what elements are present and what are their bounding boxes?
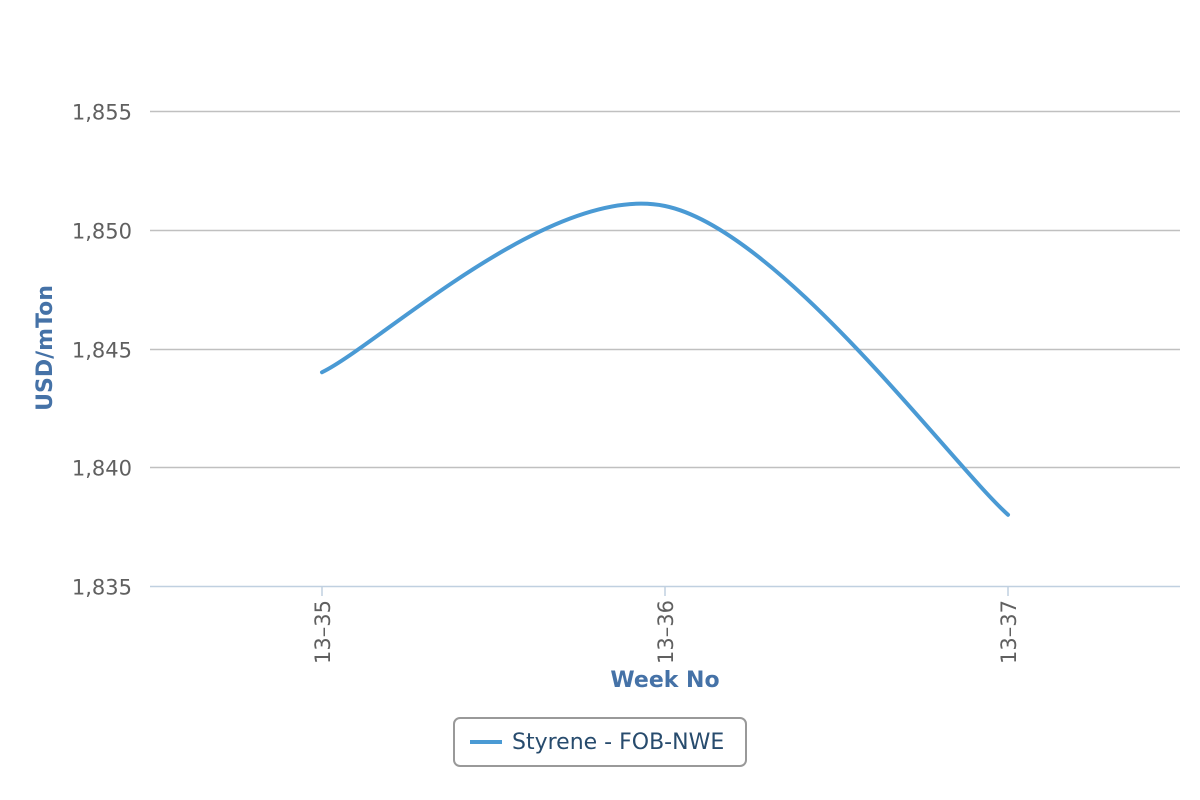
x-axis-title: Week No [610,668,719,693]
gridlines [150,110,1180,588]
legend-line-swatch-icon [470,740,502,744]
y-axis-tick-labels: 1,835 1,840 1,845 1,850 1,855 [72,101,132,600]
series-line-styrene[interactable] [320,201,1010,517]
y-tick-label: 1,850 [72,220,132,244]
x-tick-label: 13–37 [997,600,1021,664]
y-tick-label: 1,840 [72,457,132,481]
legend-label: Styrene - FOB-NWE [512,729,725,755]
y-axis-title: USD/mTon [33,285,58,411]
chart-legend: Styrene - FOB-NWE [453,717,747,767]
y-tick-label: 1,855 [72,101,132,125]
y-tick-label: 1,845 [72,339,132,363]
x-tick-label: 13–36 [654,600,678,664]
legend-item-styrene[interactable]: Styrene - FOB-NWE [455,730,724,755]
y-tick-label: 1,835 [72,576,132,600]
x-axis: 13–35 13–36 13–37 [311,586,1021,664]
x-tick-label: 13–35 [311,600,335,664]
